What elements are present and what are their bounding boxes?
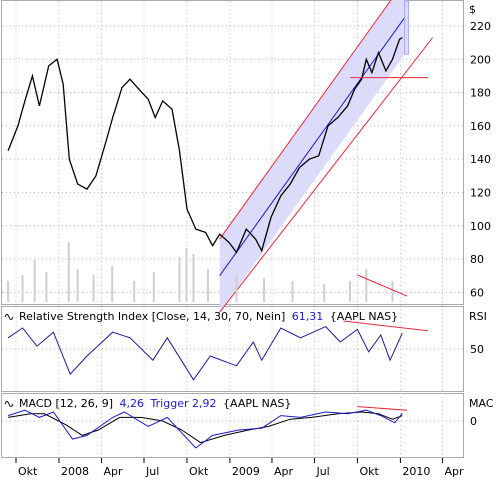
macd-side-label: MAC [469, 397, 494, 410]
volume-bar [263, 278, 266, 302]
volume-bar [192, 254, 195, 302]
channel-projection [404, 0, 410, 55]
channel-lower-line [219, 37, 434, 313]
rsi-divergence-line [343, 320, 429, 332]
x-tick-label: Okt [18, 465, 38, 478]
x-tick-label: Jul [145, 465, 159, 478]
volume-bar [67, 242, 70, 302]
macd-divergence-line [357, 406, 407, 411]
volume-bar [348, 281, 351, 302]
macd-y-tick-label: 0 [470, 415, 477, 428]
volume-bar [21, 275, 24, 302]
x-tick-label: Apr [274, 465, 294, 478]
price-y-tick-label: 220 [470, 20, 491, 33]
macd-title: MACD [12, 26, 9] 4,26 Trigger 2,92 {AAPL… [19, 397, 291, 410]
x-axis: Okt 2008 Apr Jul Okt 2009 Apr Jul Okt 2010 Apr [15, 458, 464, 478]
rsi-title-text: Relative Strength Index [Close, 14, 30, … [19, 310, 285, 323]
price-panel [7, 0, 434, 313]
volume-bar [133, 281, 136, 302]
volume-bar [323, 284, 326, 302]
price-panel-frame [1, 0, 464, 305]
price-y-tick-label: 120 [470, 186, 491, 199]
x-tick-label: 2008 [61, 465, 89, 478]
macd-wave-icon [4, 401, 14, 407]
macd-symbol: {AAPL NAS} [223, 397, 291, 410]
price-y-tick-label: 200 [470, 53, 491, 66]
price-y-tick-label: 60 [470, 286, 484, 299]
volume-bar [92, 275, 95, 302]
price-y-tick-label: 80 [470, 253, 484, 266]
macd-trigger: Trigger 2,92 [150, 397, 217, 410]
rsi-panel [7, 320, 429, 381]
volume-divergence-line [357, 274, 408, 297]
volume-bar [33, 260, 36, 302]
x-tick-label: Apr [444, 465, 464, 478]
x-tick-label: Jul [315, 465, 329, 478]
price-y-tick-label: 140 [470, 153, 491, 166]
volume-bar [111, 266, 114, 302]
trend-channel-fill [219, 0, 405, 313]
x-tick-label: Okt [359, 465, 379, 478]
macd-trigger-line [8, 411, 403, 444]
rsi-panel-frame [1, 306, 464, 392]
volume-bar [185, 248, 188, 302]
currency-label: $ [469, 3, 476, 16]
volume-bar [45, 272, 48, 302]
volume-bar [291, 281, 294, 302]
volume-bar [391, 281, 394, 302]
volume-bar [235, 275, 238, 302]
macd-value: 4,26 [120, 397, 145, 410]
rsi-side-label: RSI [469, 310, 487, 323]
price-y-tick-label: 160 [470, 120, 491, 133]
macd-title-text: MACD [12, 26, 9] [19, 397, 113, 410]
x-tick-label: 2010 [402, 465, 430, 478]
volume-bar [178, 257, 181, 302]
volume-bar [365, 269, 368, 302]
x-tick-label: Apr [103, 465, 123, 478]
channel-upper-line [219, 0, 392, 240]
macd-line [7, 409, 403, 449]
macd-panel [7, 406, 407, 449]
rsi-y-tick-label: 50 [470, 343, 484, 356]
price-y-tick-label: 180 [470, 87, 491, 100]
rsi-value: 61,31 [292, 310, 324, 323]
grid: 60 80 100 120 140 160 180 200 220 50 0 [2, 1, 491, 457]
volume-bar [7, 281, 10, 302]
macd-panel-frame [1, 393, 464, 458]
rsi-title: Relative Strength Index [Close, 14, 30, … [19, 310, 398, 323]
volume-bar [76, 269, 79, 302]
x-tick-label: Okt [189, 465, 209, 478]
rsi-symbol: {AAPL NAS} [330, 310, 398, 323]
volume-bar [152, 272, 155, 302]
rsi-wave-icon [4, 314, 14, 320]
price-line [7, 37, 403, 254]
volume-bar [206, 269, 209, 302]
rsi-line [7, 325, 403, 381]
x-tick-label: 2009 [232, 465, 260, 478]
price-y-tick-label: 100 [470, 220, 491, 233]
